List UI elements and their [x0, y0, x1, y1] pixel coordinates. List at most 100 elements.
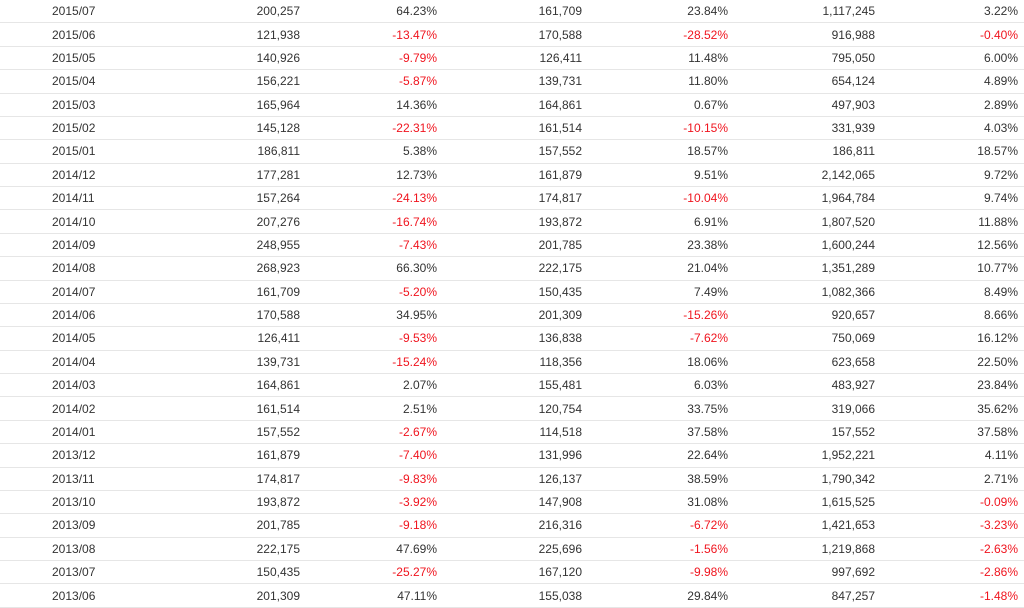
table-cell: 1,082,366 [728, 280, 875, 304]
table-cell: -7.62% [582, 326, 728, 351]
table-cell: 66.30% [300, 256, 437, 281]
table-row: 2015/02 145,128 -22.31% 161,514 -10.15% 331,9… [0, 116, 1024, 141]
table-cell: 10.77% [875, 256, 1024, 281]
table-cell: 114,518 [437, 420, 582, 445]
table-cell: 2013/09 [0, 513, 200, 538]
table-cell: 21.04% [582, 256, 728, 281]
table-cell: 8.66% [875, 303, 1024, 328]
table-cell: -5.20% [300, 280, 437, 304]
table-cell: 155,038 [437, 583, 582, 608]
table-cell: 2014/10 [0, 209, 200, 234]
table-cell: 2014/07 [0, 280, 200, 304]
table-row: 2013/07 150,435 -25.27% 167,120 -9.98% 997,69… [0, 560, 1024, 585]
table-cell: 11.88% [875, 209, 1024, 234]
table-cell: 497,903 [728, 93, 875, 117]
table-cell: 2015/05 [0, 46, 200, 71]
table-cell: 33.75% [582, 396, 728, 421]
table-cell: 136,838 [437, 326, 582, 351]
table-cell: 2.51% [300, 396, 437, 421]
table-cell: 174,817 [437, 186, 582, 211]
table-cell: 222,175 [200, 537, 300, 562]
table-cell: 0.67% [582, 93, 728, 117]
table-cell: 3.22% [875, 0, 1024, 24]
table-cell: 157,552 [728, 420, 875, 445]
table-row: 2013/11 174,817 -9.83% 126,137 38.59% 1,790,3… [0, 467, 1024, 491]
table-cell: 2015/06 [0, 22, 200, 47]
table-cell: 268,923 [200, 256, 300, 281]
table-cell: 23.84% [582, 0, 728, 24]
table-cell: 64.23% [300, 0, 437, 24]
table-cell: 157,552 [437, 139, 582, 164]
table-cell: 9.74% [875, 186, 1024, 211]
table-cell: 161,879 [200, 443, 300, 468]
table-cell: -1.48% [875, 583, 1024, 608]
table-cell: 22.64% [582, 443, 728, 468]
table-cell: -3.92% [300, 490, 437, 515]
table-cell: -22.31% [300, 116, 437, 141]
table-cell: 121,938 [200, 22, 300, 47]
table-cell: 34.95% [300, 303, 437, 328]
table-cell: -13.47% [300, 22, 437, 47]
table-cell: 193,872 [200, 490, 300, 515]
table-cell: 126,137 [437, 467, 582, 491]
table-cell: 47.11% [300, 583, 437, 608]
table-cell: 2014/06 [0, 303, 200, 328]
table-cell: 118,356 [437, 350, 582, 375]
table-cell: 2015/01 [0, 139, 200, 164]
table-row: 2015/07 200,257 64.23% 161,709 23.84% 1,117,2… [0, 0, 1024, 24]
table-cell: 37.58% [582, 420, 728, 445]
table-cell: 2014/11 [0, 186, 200, 211]
table-cell: 5.38% [300, 139, 437, 164]
table-cell: 9.72% [875, 163, 1024, 188]
table-cell: 200,257 [200, 0, 300, 24]
table-cell: 4.03% [875, 116, 1024, 141]
table-cell: 161,514 [437, 116, 582, 141]
table-cell: 2015/04 [0, 69, 200, 94]
table-cell: -24.13% [300, 186, 437, 211]
table-cell: 126,411 [200, 326, 300, 351]
table-row: 2014/11 157,264 -24.13% 174,817 -10.04% 1,964… [0, 186, 1024, 211]
table-row: 2013/10 193,872 -3.92% 147,908 31.08% 1,615,5… [0, 490, 1024, 515]
table-row: 2014/07 161,709 -5.20% 150,435 7.49% 1,082,36… [0, 280, 1024, 304]
table-cell: 161,709 [437, 0, 582, 24]
table-row: 2014/12 177,281 12.73% 161,879 9.51% 2,142,06… [0, 163, 1024, 188]
table-cell: 4.89% [875, 69, 1024, 94]
table-cell: 483,927 [728, 373, 875, 398]
table-cell: 4.11% [875, 443, 1024, 468]
table-cell: 11.48% [582, 46, 728, 71]
table-cell: 916,988 [728, 22, 875, 47]
table-cell: 997,692 [728, 560, 875, 585]
table-cell: 9.51% [582, 163, 728, 188]
table-cell: 23.84% [875, 373, 1024, 398]
table-cell: 8.49% [875, 280, 1024, 304]
table-row: 2015/05 140,926 -9.79% 126,411 11.48% 795,050… [0, 46, 1024, 71]
table-cell: 177,281 [200, 163, 300, 188]
table-cell: 2015/02 [0, 116, 200, 141]
table-cell: 222,175 [437, 256, 582, 281]
table-cell: 2014/04 [0, 350, 200, 375]
table-cell: -9.79% [300, 46, 437, 71]
table-cell: 22.50% [875, 350, 1024, 375]
table-cell: -1.56% [582, 537, 728, 562]
table-cell: 2014/01 [0, 420, 200, 445]
table-cell: 2015/03 [0, 93, 200, 117]
table-cell: -15.24% [300, 350, 437, 375]
table-cell: 14.36% [300, 93, 437, 117]
table-cell: 47.69% [300, 537, 437, 562]
table-cell: 161,514 [200, 396, 300, 421]
table-row: 2015/03 165,964 14.36% 164,861 0.67% 497,903 2… [0, 93, 1024, 117]
table-cell: 2014/12 [0, 163, 200, 188]
table-cell: 2.07% [300, 373, 437, 398]
table-cell: 12.56% [875, 233, 1024, 258]
table-cell: 38.59% [582, 467, 728, 491]
table-cell: 120,754 [437, 396, 582, 421]
table-cell: -9.18% [300, 513, 437, 538]
table-cell: 1,600,244 [728, 233, 875, 258]
table-cell: 131,996 [437, 443, 582, 468]
table-row: 2014/03 164,861 2.07% 155,481 6.03% 483,927 23… [0, 373, 1024, 398]
table-cell: -2.86% [875, 560, 1024, 585]
table-cell: 2013/06 [0, 583, 200, 608]
table-cell: 164,861 [200, 373, 300, 398]
